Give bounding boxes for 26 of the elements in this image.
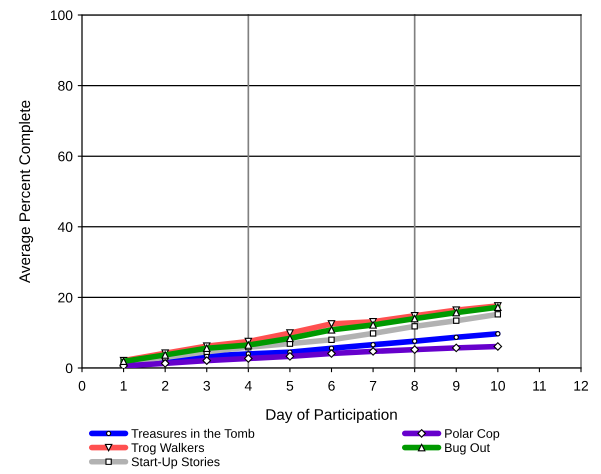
x-tick-label: 9 (453, 380, 460, 391)
x-tick-label: 1 (120, 381, 127, 391)
y-tick-label: 40 (58, 222, 72, 232)
x-tick-label: 2 (162, 380, 168, 391)
y-tick-label: 0 (66, 363, 72, 374)
legend-label: Bug Out (445, 443, 490, 455)
x-axis-title: Day of Participation (266, 408, 397, 423)
x-tick-label: 7 (370, 381, 376, 391)
x-tick-label: 8 (411, 380, 418, 391)
legend-label: Polar Cop (445, 428, 500, 440)
x-tick-label: 3 (203, 380, 210, 391)
legend-label: Treasures in the Tomb (131, 428, 254, 438)
x-tick-label: 12 (574, 380, 588, 391)
legend-label: Start-Up Stories (132, 457, 220, 469)
y-tick-label: 80 (58, 80, 72, 91)
x-tick-label: 11 (533, 381, 546, 391)
y-tick-label: 20 (58, 292, 72, 303)
x-tick-label: 4 (244, 381, 252, 391)
y-tick-label: 60 (58, 152, 72, 162)
legend-label: Trog Walkers (131, 442, 204, 455)
y-axis-title: Average Percent Complete (18, 100, 34, 284)
x-tick-label: 6 (328, 380, 335, 391)
x-tick-label: 5 (286, 381, 294, 391)
x-tick-label: 0 (78, 380, 86, 391)
y-tick-label: 100 (50, 10, 72, 20)
x-tick-label: 10 (491, 380, 506, 391)
